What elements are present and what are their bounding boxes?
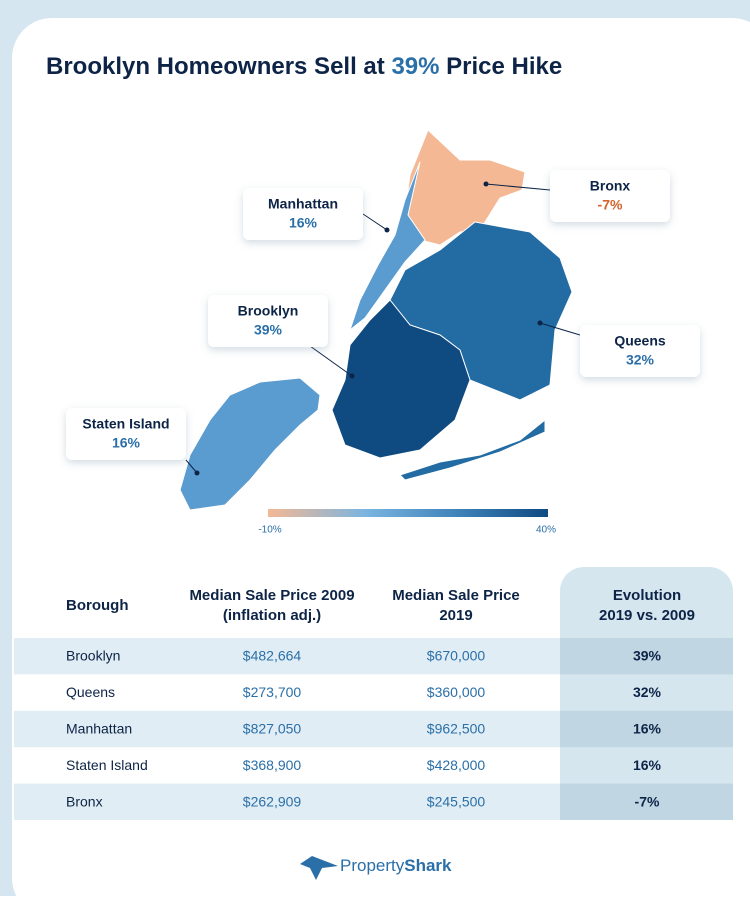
table: Borough Median Sale Price 2009 (inflation … bbox=[14, 587, 733, 820]
row-band-evolution bbox=[560, 638, 733, 675]
row-band bbox=[14, 710, 560, 748]
title: Brooklyn Homeowners Sell at 39% Price Hi… bbox=[46, 53, 562, 80]
row-band-evolution bbox=[560, 783, 733, 820]
callout-name: Bronx bbox=[590, 178, 631, 194]
callout-value: 16% bbox=[112, 435, 141, 451]
callout-dot bbox=[349, 373, 355, 379]
row-band-evolution bbox=[560, 710, 733, 748]
legend-bar bbox=[268, 509, 548, 517]
borough-cell: Staten Island bbox=[66, 757, 148, 773]
callouts: Manhattan 16% Bronx -7% Brooklyn 39% Queens 32%… bbox=[66, 170, 700, 476]
header-cell: 2019 vs. 2009 bbox=[599, 607, 695, 624]
header-cell: 2019 bbox=[439, 607, 472, 624]
borough-cell: Brooklyn bbox=[66, 648, 120, 664]
callout-dot bbox=[537, 320, 543, 326]
callout-dot bbox=[194, 470, 200, 476]
brooklyn-shape bbox=[331, 299, 471, 459]
price-cell: $962,500 bbox=[427, 721, 486, 737]
manhattan-shape bbox=[348, 161, 426, 332]
callout-value: -7% bbox=[598, 197, 623, 213]
callout-name: Manhattan bbox=[268, 196, 338, 212]
callout-value: 39% bbox=[254, 322, 283, 338]
callout-line bbox=[185, 459, 198, 474]
header-cell: (inflation adj.) bbox=[223, 607, 321, 624]
header-cell: Borough bbox=[66, 597, 128, 614]
callout-line bbox=[539, 322, 581, 336]
header-cell: Median Sale Price 2009 bbox=[189, 587, 354, 604]
map bbox=[179, 129, 573, 511]
queens-strip bbox=[399, 418, 546, 481]
borough-cell: Manhattan bbox=[66, 721, 132, 737]
callout-box bbox=[243, 188, 363, 240]
callout-line bbox=[309, 345, 353, 377]
evolution-cell: 39% bbox=[633, 648, 662, 664]
callout-value: 32% bbox=[626, 352, 655, 368]
staten-island-shape bbox=[179, 377, 321, 511]
price-cell: $273,700 bbox=[243, 684, 302, 700]
price-cell: $245,500 bbox=[427, 793, 486, 809]
callout-box bbox=[66, 408, 186, 460]
legend-min: -10% bbox=[258, 525, 281, 536]
evolution-cell: 32% bbox=[633, 684, 662, 700]
callout-name: Brooklyn bbox=[238, 303, 299, 319]
callout-dot bbox=[483, 181, 489, 187]
evolution-cell: -7% bbox=[635, 793, 660, 809]
callout-name: Queens bbox=[614, 333, 666, 349]
price-cell: $428,000 bbox=[427, 757, 486, 773]
row-band bbox=[14, 783, 560, 820]
price-cell: $670,000 bbox=[427, 648, 486, 664]
callout-line bbox=[362, 213, 388, 231]
callout-name: Staten Island bbox=[82, 416, 169, 432]
price-cell: $368,900 bbox=[243, 757, 302, 773]
row-band bbox=[14, 638, 560, 675]
borough-cell: Queens bbox=[66, 684, 115, 700]
callout-box bbox=[550, 170, 670, 222]
evolution-column bbox=[560, 567, 733, 820]
callout-value: 16% bbox=[289, 215, 318, 231]
price-cell: $827,050 bbox=[243, 721, 302, 737]
price-cell: $262,909 bbox=[243, 793, 302, 809]
price-cell: $360,000 bbox=[427, 684, 486, 700]
brand: PropertyShark bbox=[340, 856, 452, 875]
header-cell: Evolution bbox=[613, 587, 681, 604]
callout-dot bbox=[384, 227, 390, 233]
legend-max: 40% bbox=[536, 525, 556, 536]
evolution-cell: 16% bbox=[633, 721, 662, 737]
evolution-cell: 16% bbox=[633, 757, 662, 773]
price-cell: $482,664 bbox=[243, 648, 302, 664]
callout-box bbox=[208, 295, 328, 347]
callout-line bbox=[485, 183, 551, 191]
borough-cell: Bronx bbox=[66, 793, 103, 809]
callout-box bbox=[580, 325, 700, 377]
logo-icon bbox=[300, 856, 338, 880]
header-cell: Median Sale Price bbox=[392, 587, 520, 604]
